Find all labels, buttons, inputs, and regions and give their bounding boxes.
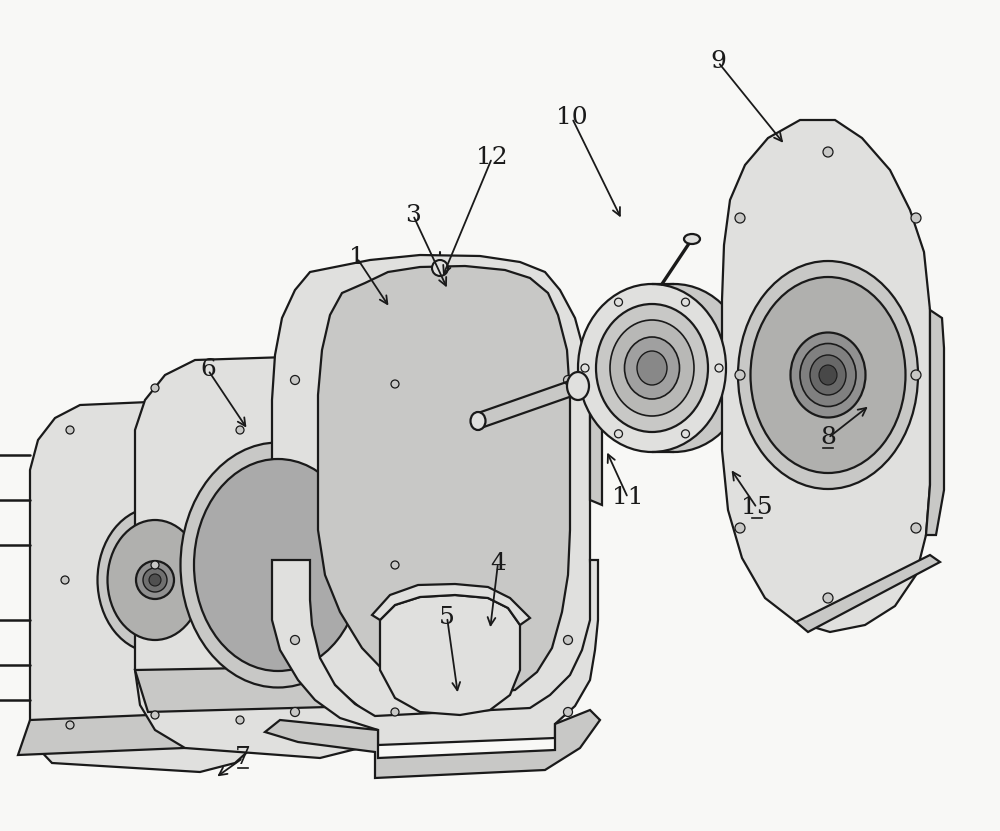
Ellipse shape <box>290 376 300 385</box>
Ellipse shape <box>66 426 74 434</box>
Ellipse shape <box>290 636 300 645</box>
Ellipse shape <box>567 372 589 400</box>
Polygon shape <box>415 420 425 668</box>
Ellipse shape <box>108 520 202 640</box>
Ellipse shape <box>578 284 726 452</box>
Ellipse shape <box>564 636 572 645</box>
Ellipse shape <box>66 721 74 729</box>
Polygon shape <box>135 355 415 758</box>
Polygon shape <box>272 255 592 720</box>
Ellipse shape <box>600 284 748 452</box>
Ellipse shape <box>614 298 622 306</box>
Ellipse shape <box>151 384 159 392</box>
Ellipse shape <box>391 380 399 388</box>
Ellipse shape <box>735 213 745 223</box>
Polygon shape <box>722 120 930 632</box>
Ellipse shape <box>610 320 694 416</box>
Ellipse shape <box>738 261 918 489</box>
Ellipse shape <box>581 364 589 372</box>
Ellipse shape <box>564 376 572 385</box>
Text: 15: 15 <box>741 496 773 519</box>
Text: 10: 10 <box>556 106 588 130</box>
Ellipse shape <box>143 568 167 592</box>
Polygon shape <box>372 584 530 625</box>
Ellipse shape <box>149 574 161 586</box>
Ellipse shape <box>819 365 837 385</box>
Ellipse shape <box>596 304 708 432</box>
Text: 6: 6 <box>200 358 216 381</box>
Ellipse shape <box>624 337 680 399</box>
Text: 5: 5 <box>439 606 455 628</box>
Ellipse shape <box>911 213 921 223</box>
Text: 1: 1 <box>349 247 365 269</box>
Ellipse shape <box>810 355 846 395</box>
Polygon shape <box>135 665 415 712</box>
Ellipse shape <box>194 459 362 671</box>
Polygon shape <box>265 710 600 778</box>
Ellipse shape <box>911 523 921 533</box>
Ellipse shape <box>735 370 745 380</box>
Ellipse shape <box>432 260 448 276</box>
Polygon shape <box>318 266 570 697</box>
Ellipse shape <box>151 711 159 719</box>
Ellipse shape <box>471 412 486 430</box>
Ellipse shape <box>180 442 376 687</box>
Ellipse shape <box>682 430 690 438</box>
Ellipse shape <box>236 716 244 724</box>
Text: 7: 7 <box>235 746 251 770</box>
Polygon shape <box>18 710 268 755</box>
Ellipse shape <box>564 707 572 716</box>
Ellipse shape <box>236 576 244 584</box>
Text: 4: 4 <box>490 552 506 574</box>
Ellipse shape <box>98 508 212 652</box>
Ellipse shape <box>637 351 667 385</box>
Ellipse shape <box>800 343 856 406</box>
Ellipse shape <box>614 430 622 438</box>
Ellipse shape <box>735 523 745 533</box>
Ellipse shape <box>236 426 244 434</box>
Polygon shape <box>268 455 278 715</box>
Ellipse shape <box>61 576 69 584</box>
Polygon shape <box>380 595 520 715</box>
Ellipse shape <box>290 707 300 716</box>
Ellipse shape <box>750 277 906 473</box>
Ellipse shape <box>823 147 833 157</box>
Ellipse shape <box>391 561 399 569</box>
Ellipse shape <box>911 370 921 380</box>
Polygon shape <box>272 560 598 745</box>
Ellipse shape <box>151 561 159 569</box>
Text: 11: 11 <box>612 486 644 509</box>
Ellipse shape <box>790 332 866 417</box>
Polygon shape <box>30 400 268 772</box>
Polygon shape <box>796 555 940 632</box>
Ellipse shape <box>715 364 723 372</box>
Ellipse shape <box>136 561 174 599</box>
Text: 3: 3 <box>405 204 421 227</box>
Text: 9: 9 <box>710 51 726 73</box>
Text: 12: 12 <box>476 146 508 170</box>
Polygon shape <box>926 310 944 535</box>
Polygon shape <box>590 400 602 505</box>
Text: 8: 8 <box>820 426 836 450</box>
Ellipse shape <box>391 708 399 716</box>
Ellipse shape <box>682 298 690 306</box>
Ellipse shape <box>684 234 700 244</box>
Ellipse shape <box>823 593 833 603</box>
